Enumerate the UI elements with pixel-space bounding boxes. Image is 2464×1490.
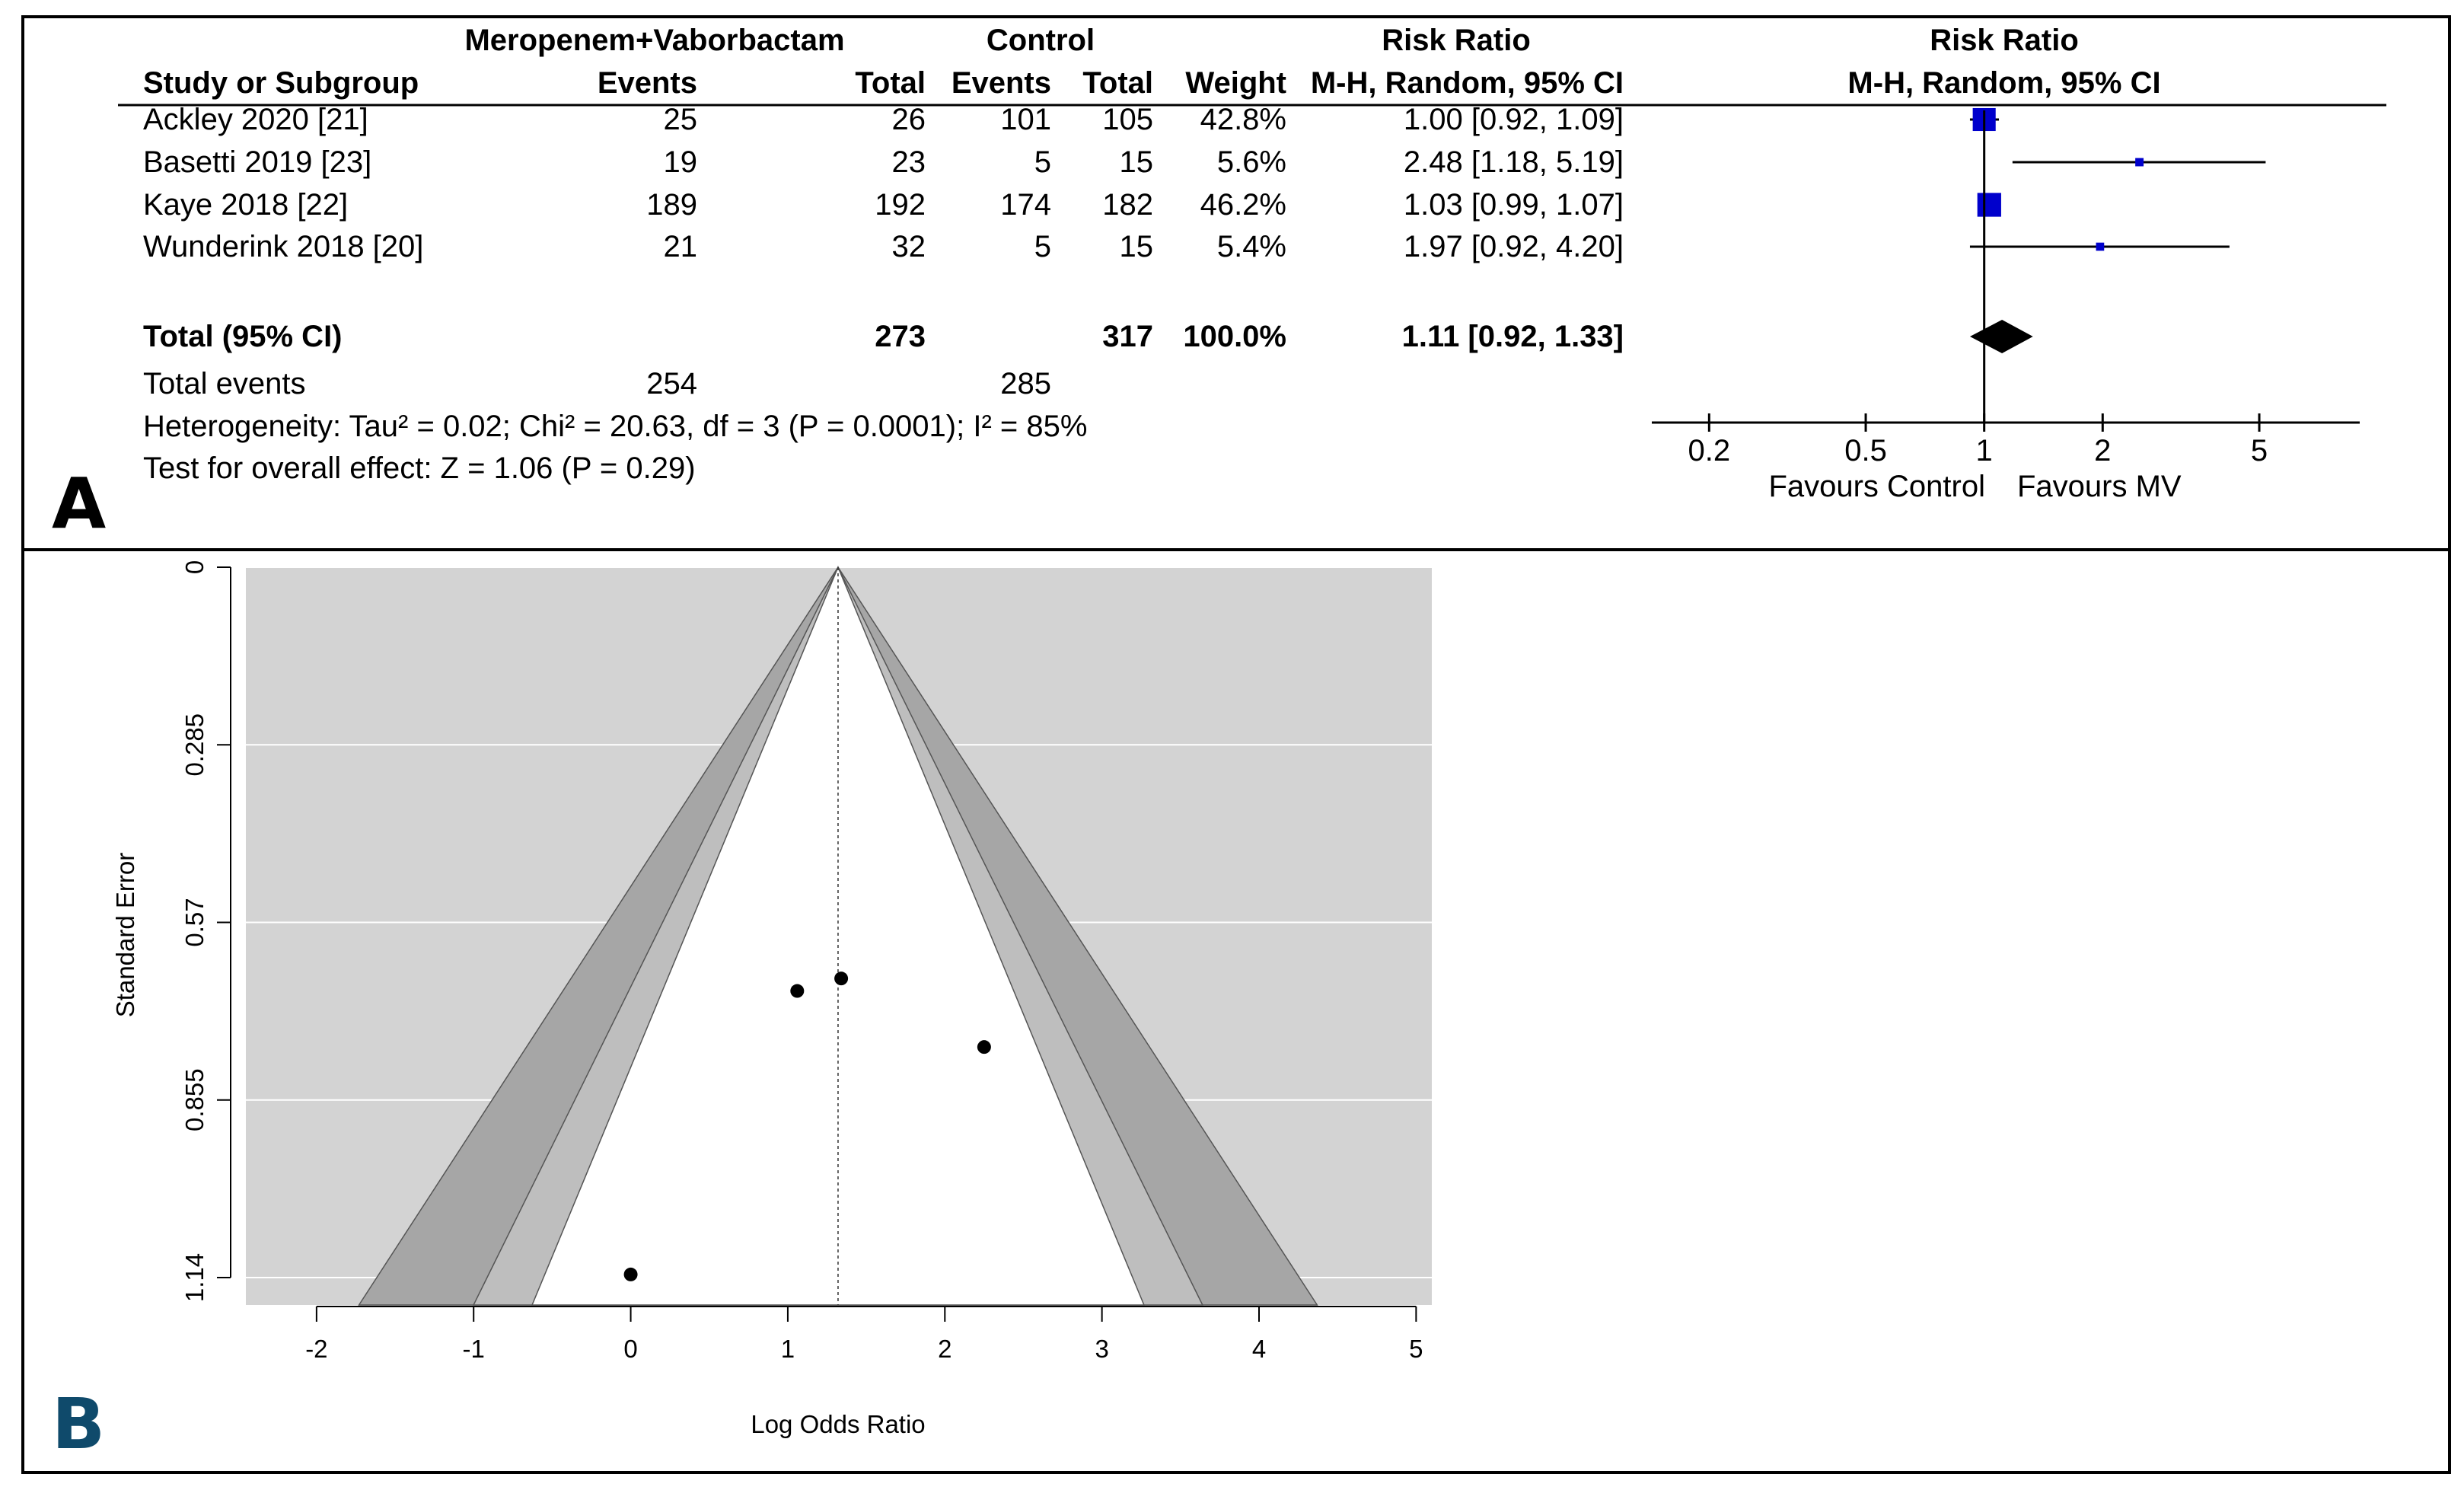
study-cell-total2: 182: [1102, 188, 1153, 222]
heterogeneity-text: Heterogeneity: Tau² = 0.02; Chi² = 20.63…: [143, 410, 1087, 443]
forest-x-tick-label: 2: [2094, 434, 2111, 467]
study-cell-total1: 23: [892, 145, 926, 179]
funnel-y-tick-label: 0.855: [180, 1068, 209, 1131]
total-events2: 285: [1000, 367, 1051, 400]
funnel-study-point: [977, 1040, 991, 1054]
study-cell-events1: 19: [664, 145, 698, 179]
forest-plot-area: 0.2 0.5 1 2 5: [1652, 107, 2360, 467]
funnel-x-tick-label: 3: [1095, 1335, 1108, 1363]
funnel-x-tick-label: 0: [623, 1335, 637, 1363]
funnel-study-point: [790, 984, 805, 998]
study-cell-events1: 189: [646, 188, 697, 222]
study-cell-events2: 101: [1000, 103, 1051, 136]
study-cell-weight: 46.2%: [1200, 188, 1286, 222]
funnel-x-tick-label: 5: [1409, 1335, 1423, 1363]
study-cell-total2: 15: [1120, 230, 1154, 263]
study-cell-study: Wunderink 2018 [20]: [143, 230, 423, 263]
total1-header: Total: [855, 66, 926, 100]
events1-header: Events: [598, 66, 697, 100]
events2-header: Events: [951, 66, 1051, 100]
favours-mv-label: Favours MV: [2017, 470, 2182, 503]
study-cell-total2: 105: [1102, 103, 1153, 136]
study-cell-total2: 15: [1120, 145, 1154, 179]
total-events1: 254: [646, 367, 697, 400]
study-cell-events2: 5: [1034, 230, 1051, 263]
panel-a-forest-plot: Meropenem+Vaborbactam Control Risk Ratio…: [52, 24, 2386, 544]
rr-plot-header: Risk Ratio: [1930, 24, 2079, 57]
study-cell-events2: 5: [1034, 145, 1051, 179]
overall-effect-text: Test for overall effect: Z = 1.06 (P = 0…: [143, 451, 696, 485]
panel-a-letter: A: [52, 463, 106, 544]
study-cell-weight: 5.4%: [1217, 230, 1286, 263]
funnel-y-tick-label: 0: [180, 560, 209, 574]
weight-header: Weight: [1185, 66, 1286, 100]
study-weight-marker: [1977, 193, 2001, 217]
study-cell-total1: 192: [875, 188, 926, 222]
study-cell-ci-text: 1.03 [0.99, 1.07]: [1404, 188, 1624, 222]
study-cell-events1: 21: [664, 230, 698, 263]
funnel-y-axis-label: Standard Error: [111, 853, 139, 1017]
total-total1: 273: [875, 320, 926, 353]
funnel-y-tick-label: 1.14: [180, 1253, 209, 1302]
study-cell-ci-text: 1.00 [0.92, 1.09]: [1404, 103, 1624, 136]
study-cell-study: Basetti 2019 [23]: [143, 145, 371, 179]
funnel-plot-area: -2 -1 0 1 2 3 4 5 0 0.285 0.57 0.855 1.14: [180, 560, 1432, 1363]
study-cell-weight: 42.8%: [1200, 103, 1286, 136]
method-column-header: M-H, Random, 95% CI: [1311, 66, 1624, 100]
method-plot-header: M-H, Random, 95% CI: [1847, 66, 2160, 100]
study-header: Study or Subgroup: [143, 66, 419, 100]
funnel-study-point: [623, 1267, 638, 1281]
group1-header: Meropenem+Vaborbactam: [464, 24, 844, 57]
funnel-study-point: [834, 972, 849, 986]
study-cell-ci-text: 1.97 [0.92, 4.20]: [1404, 230, 1624, 263]
funnel-y-tick-label: 0.57: [180, 898, 209, 946]
panel-b-frame: [21, 548, 2451, 1474]
panel-b-funnel-plot: -2 -1 0 1 2 3 4 5 0 0.285 0.57 0.855 1.14 Log Odds R…: [52, 560, 1432, 1465]
funnel-x-tick-label: 2: [938, 1335, 951, 1363]
funnel-x-tick-label: -1: [463, 1335, 485, 1363]
study-cell-total1: 32: [892, 230, 926, 263]
total-events-label: Total events: [143, 367, 305, 400]
total-weight: 100.0%: [1183, 320, 1286, 353]
funnel-x-tick-label: 1: [781, 1335, 795, 1363]
forest-x-tick-label: 0.5: [1844, 434, 1887, 467]
total2-header: Total: [1082, 66, 1153, 100]
study-cell-total1: 26: [892, 103, 926, 136]
panel-b-letter: B: [52, 1383, 105, 1465]
study-weight-marker: [2096, 242, 2105, 251]
total-total2: 317: [1102, 320, 1153, 353]
rr-column-header: Risk Ratio: [1382, 24, 1531, 57]
study-cell-events1: 25: [664, 103, 698, 136]
pooled-estimate-diamond: [1969, 320, 2033, 353]
total-label: Total (95% CI): [143, 320, 343, 353]
funnel-x-tick-label: -2: [305, 1335, 327, 1363]
forest-x-tick-label: 1: [1976, 434, 1993, 467]
funnel-x-tick-label: 4: [1252, 1335, 1266, 1363]
study-weight-marker: [2135, 158, 2144, 167]
study-cell-study: Ackley 2020 [21]: [143, 103, 368, 136]
study-rows: Ackley 2020 [21] 25 26 101 105 42.8% 1.00 [0.9…: [143, 103, 1624, 263]
forest-x-tick-label: 5: [2251, 434, 2268, 467]
group2-header: Control: [987, 24, 1095, 57]
forest-x-tick-label: 0.2: [1688, 434, 1731, 467]
funnel-x-axis-label: Log Odds Ratio: [751, 1410, 925, 1438]
study-cell-study: Kaye 2018 [22]: [143, 188, 348, 222]
study-cell-events2: 174: [1000, 188, 1051, 222]
favours-control-label: Favours Control: [1768, 470, 1985, 503]
study-cell-ci-text: 2.48 [1.18, 5.19]: [1404, 145, 1624, 179]
total-ci-text: 1.11 [0.92, 1.33]: [1402, 320, 1624, 353]
study-cell-weight: 5.6%: [1217, 145, 1286, 179]
funnel-y-tick-label: 0.285: [180, 713, 209, 777]
